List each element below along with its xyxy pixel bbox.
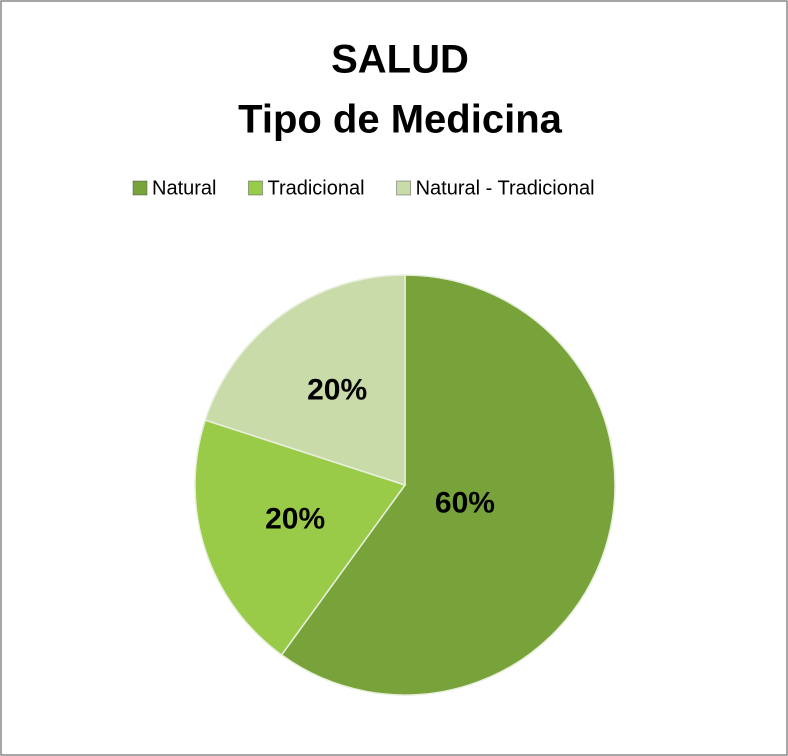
legend-swatch: [132, 180, 148, 196]
data-label: 60%: [435, 486, 495, 519]
pie-slice: [194, 419, 407, 656]
data-label: 20%: [265, 503, 325, 536]
legend-label: Tradicional: [267, 177, 364, 199]
legend-label: Natural - Tradicional: [416, 177, 595, 199]
pie-slice: [204, 274, 406, 487]
pie-slice: [280, 274, 616, 696]
legend-swatch: [396, 180, 411, 196]
legend-swatch: [248, 180, 263, 196]
legend-label: Natural: [152, 177, 216, 199]
data-label: 20%: [307, 373, 367, 406]
chart-title: SALUD: [331, 38, 469, 82]
chart-subtitle: Tipo de Medicina: [238, 98, 563, 142]
